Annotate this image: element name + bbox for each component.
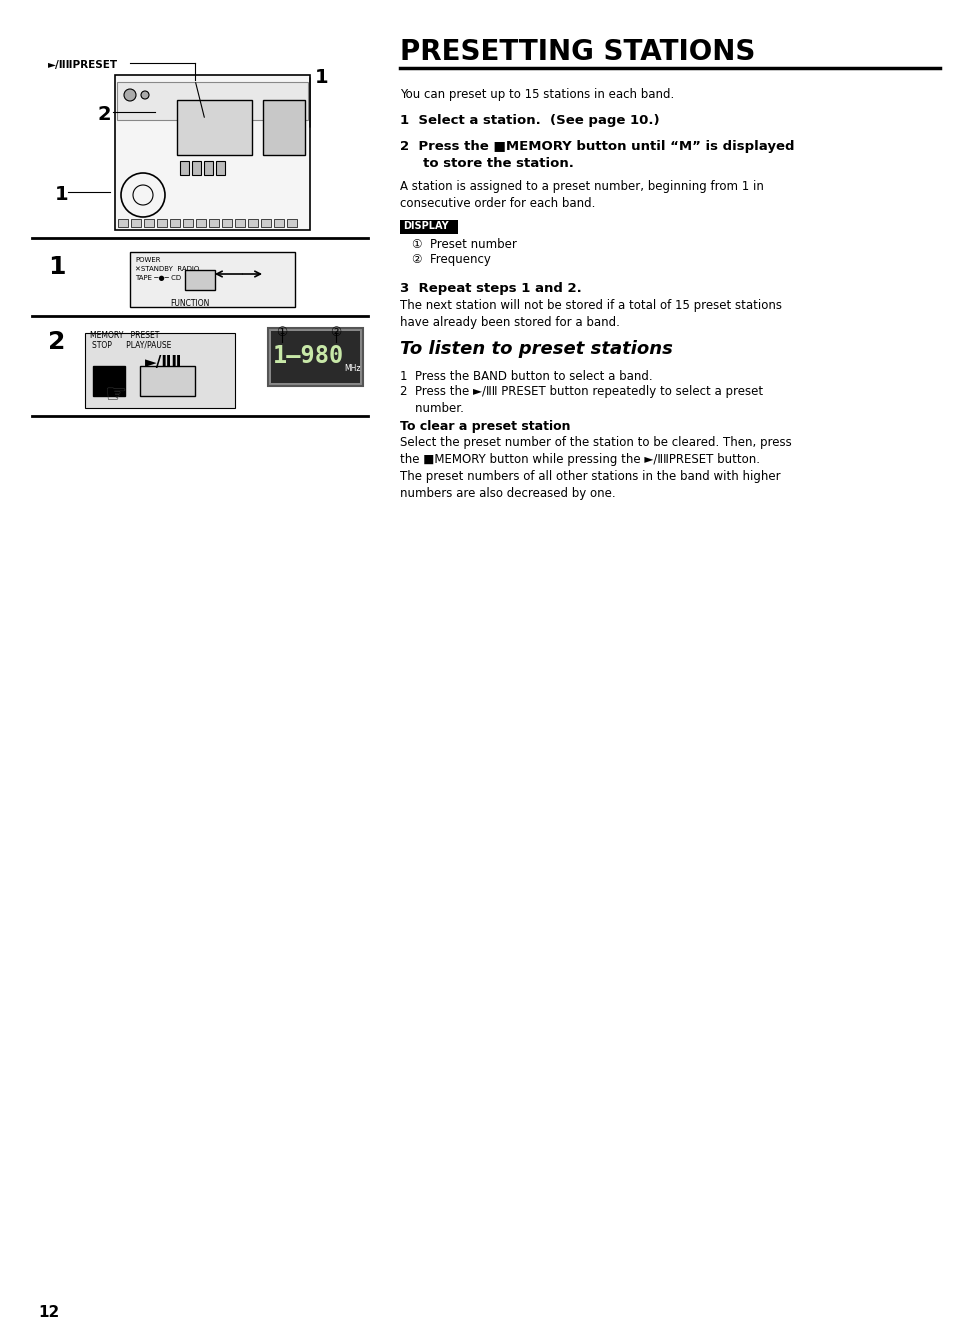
- Bar: [399, 220, 457, 234]
- Bar: [117, 82, 308, 121]
- Text: The next station will not be stored if a total of 15 preset stations
have alread: The next station will not be stored if a…: [399, 299, 781, 329]
- Text: MEMORY   PRESET: MEMORY PRESET: [90, 331, 159, 340]
- Text: FUNCTION: FUNCTION: [170, 299, 209, 308]
- Text: DISPLAY: DISPLAY: [402, 221, 448, 232]
- Bar: [144, 220, 153, 228]
- Text: 1: 1: [314, 68, 328, 87]
- Bar: [268, 328, 363, 386]
- Text: 2: 2: [98, 104, 112, 125]
- Text: ►/ⅡⅡPRESET: ►/ⅡⅡPRESET: [48, 60, 118, 70]
- Bar: [131, 220, 141, 228]
- Text: TAPE ─●─ CD: TAPE ─●─ CD: [135, 274, 181, 281]
- Text: Select the preset number of the station to be cleared. Then, press
the ■MEMORY b: Select the preset number of the station …: [399, 437, 791, 499]
- Circle shape: [141, 91, 149, 99]
- Text: 1–980: 1–980: [273, 344, 344, 368]
- Text: ②: ②: [330, 325, 341, 339]
- Bar: [261, 220, 271, 228]
- Bar: [271, 331, 359, 383]
- Bar: [140, 366, 194, 396]
- Text: To clear a preset station: To clear a preset station: [399, 420, 570, 432]
- Bar: [204, 161, 213, 175]
- Text: ①  Preset number: ① Preset number: [412, 238, 517, 250]
- Bar: [274, 220, 284, 228]
- Bar: [183, 220, 193, 228]
- Text: You can preset up to 15 stations in each band.: You can preset up to 15 stations in each…: [399, 88, 674, 100]
- Bar: [118, 220, 128, 228]
- Bar: [180, 161, 189, 175]
- Bar: [263, 100, 305, 155]
- Text: A station is assigned to a preset number, beginning from 1 in
consecutive order : A station is assigned to a preset number…: [399, 179, 763, 210]
- Text: 3  Repeat steps 1 and 2.: 3 Repeat steps 1 and 2.: [399, 283, 581, 295]
- Text: 1  Select a station.  (See page 10.): 1 Select a station. (See page 10.): [399, 114, 659, 127]
- Text: 1  Press the BAND button to select a band.: 1 Press the BAND button to select a band…: [399, 370, 652, 383]
- Bar: [209, 220, 219, 228]
- Text: 1: 1: [55, 185, 69, 204]
- Bar: [177, 100, 252, 155]
- Bar: [85, 333, 234, 408]
- Bar: [234, 220, 245, 228]
- Bar: [248, 220, 257, 228]
- Bar: [130, 252, 294, 307]
- Text: MHz: MHz: [344, 364, 360, 374]
- Text: 2: 2: [48, 329, 66, 353]
- Bar: [222, 220, 232, 228]
- Text: ②  Frequency: ② Frequency: [412, 253, 491, 266]
- Text: ☞: ☞: [105, 383, 128, 407]
- Circle shape: [124, 88, 136, 100]
- Bar: [287, 220, 296, 228]
- Bar: [185, 270, 214, 291]
- Bar: [115, 75, 310, 230]
- Text: 1: 1: [48, 254, 66, 279]
- Text: STOP      PLAY/PAUSE: STOP PLAY/PAUSE: [91, 341, 172, 349]
- Text: To listen to preset stations: To listen to preset stations: [399, 340, 672, 358]
- Bar: [157, 220, 167, 228]
- Text: ①: ①: [275, 325, 287, 339]
- Text: ✕STANDBY  RADIO: ✕STANDBY RADIO: [135, 266, 199, 272]
- Text: 2  Press the ■MEMORY button until “M” is displayed: 2 Press the ■MEMORY button until “M” is …: [399, 141, 794, 153]
- Text: PRESETTING STATIONS: PRESETTING STATIONS: [399, 37, 755, 66]
- Text: to store the station.: to store the station.: [399, 157, 574, 170]
- Text: 12: 12: [38, 1306, 59, 1320]
- Text: ►/ⅡⅡ: ►/ⅡⅡ: [145, 355, 182, 370]
- Bar: [170, 220, 180, 228]
- Bar: [192, 161, 201, 175]
- Bar: [92, 366, 125, 396]
- Bar: [215, 161, 225, 175]
- Bar: [195, 220, 206, 228]
- Text: 2  Press the ►/ⅡⅡ PRESET button repeatedly to select a preset
    number.: 2 Press the ►/ⅡⅡ PRESET button repeatedl…: [399, 386, 762, 415]
- Text: POWER: POWER: [135, 257, 160, 262]
